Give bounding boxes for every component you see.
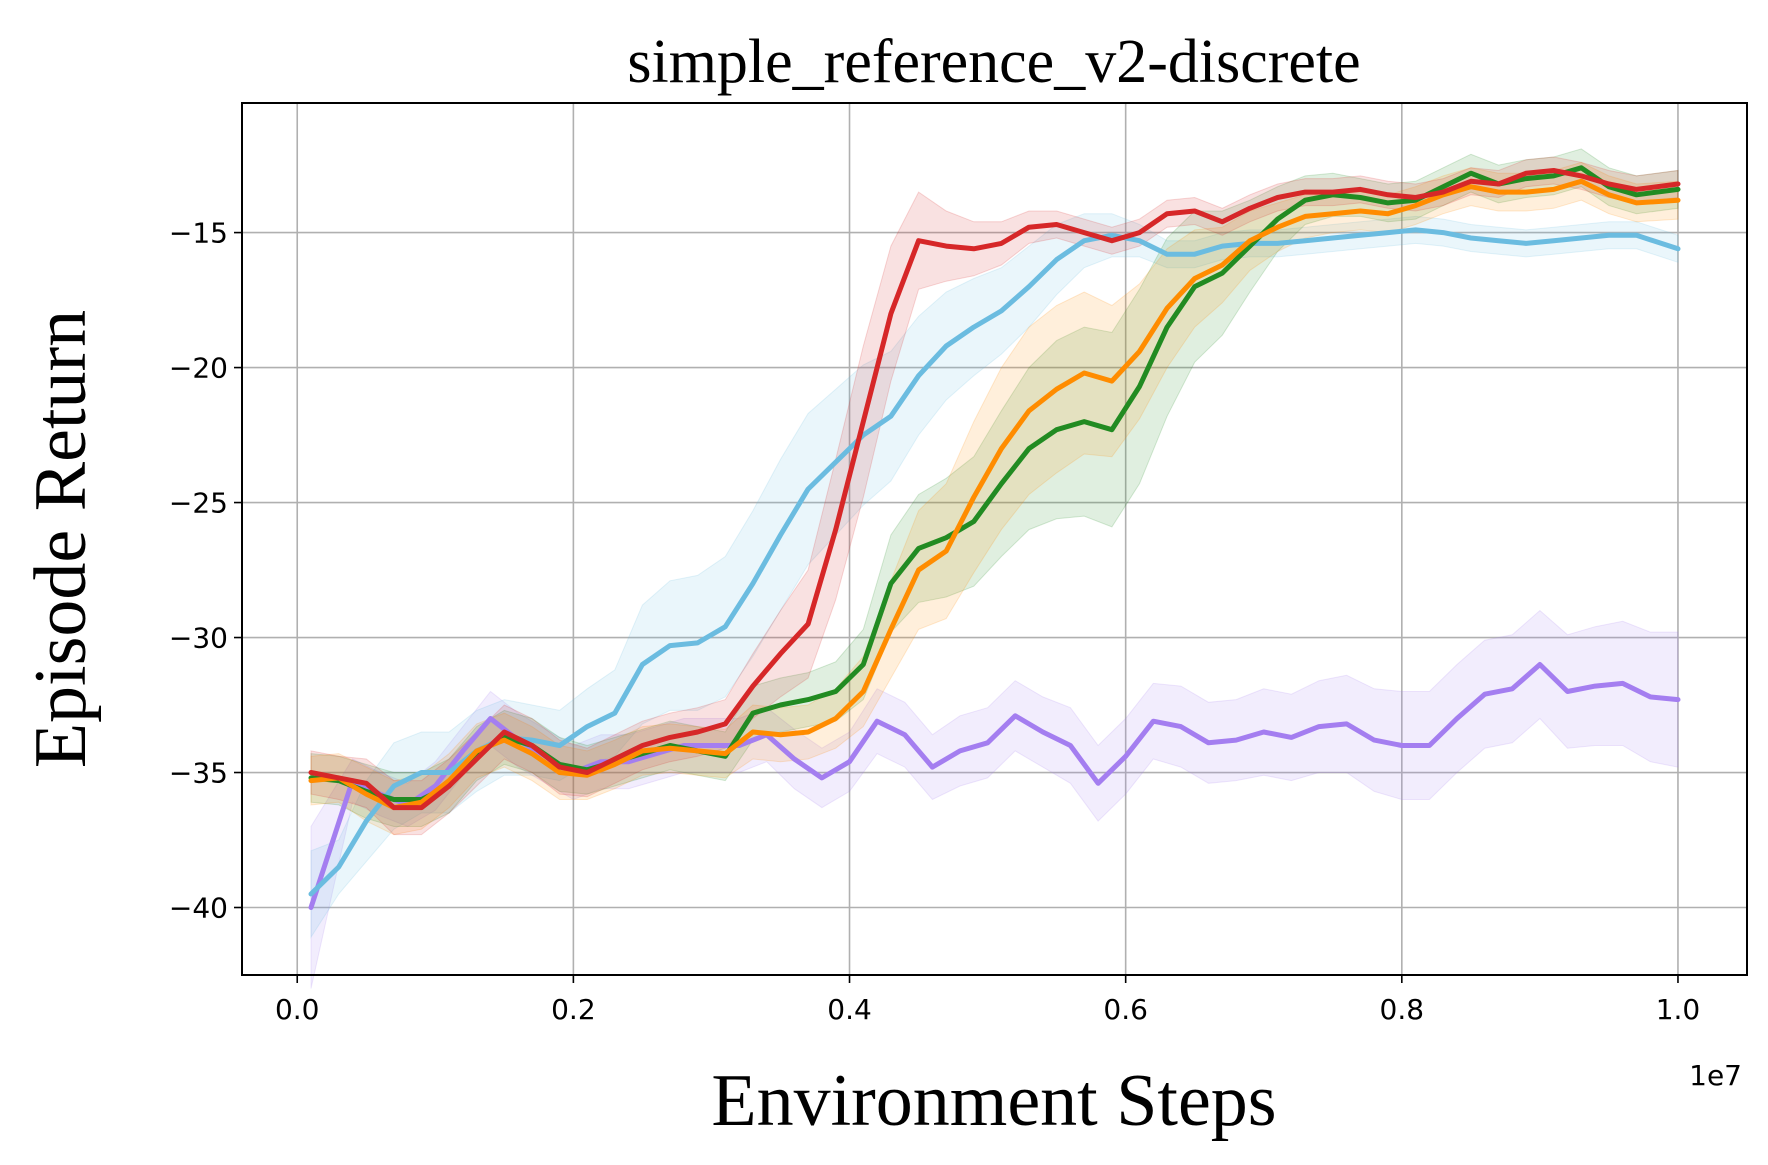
y-tick-label: −40 [169, 892, 228, 925]
y-tick-label: −20 [169, 352, 228, 385]
x-offset-label: 1e7 [1689, 1059, 1742, 1092]
band-purple [310, 609, 1679, 989]
y-tick-label: −15 [169, 217, 228, 250]
x-tick-label: 0.0 [275, 993, 320, 1026]
line-sky [308, 227, 1681, 897]
y-tick-label: −25 [169, 487, 228, 520]
band-green [310, 148, 1679, 827]
x-tick-label: 0.2 [551, 993, 596, 1026]
x-tick-label: 0.4 [827, 993, 872, 1026]
series-lines [308, 165, 1681, 910]
y-tick-label: −30 [169, 622, 228, 655]
grid-lines [242, 103, 1747, 975]
x-axis-title: Environment Steps [711, 1060, 1276, 1142]
y-axis-title: Episode Return [20, 310, 102, 768]
y-tick-label: −35 [169, 757, 228, 790]
band-sky [310, 213, 1679, 939]
chart-title: simple_reference_v2-discrete [627, 28, 1360, 96]
line-red [308, 168, 1681, 811]
x-tick-label: 1.0 [1656, 993, 1701, 1026]
line-orange [308, 178, 1681, 811]
x-tick-label: 0.6 [1103, 993, 1148, 1026]
x-tick-label: 0.8 [1380, 993, 1425, 1026]
axis-ticks: 0.0 0.2 0.4 0.6 0.8 1.0 −40 −35 −30 −25 −20 −15 [169, 217, 1700, 1026]
plot-frame [241, 102, 1748, 976]
